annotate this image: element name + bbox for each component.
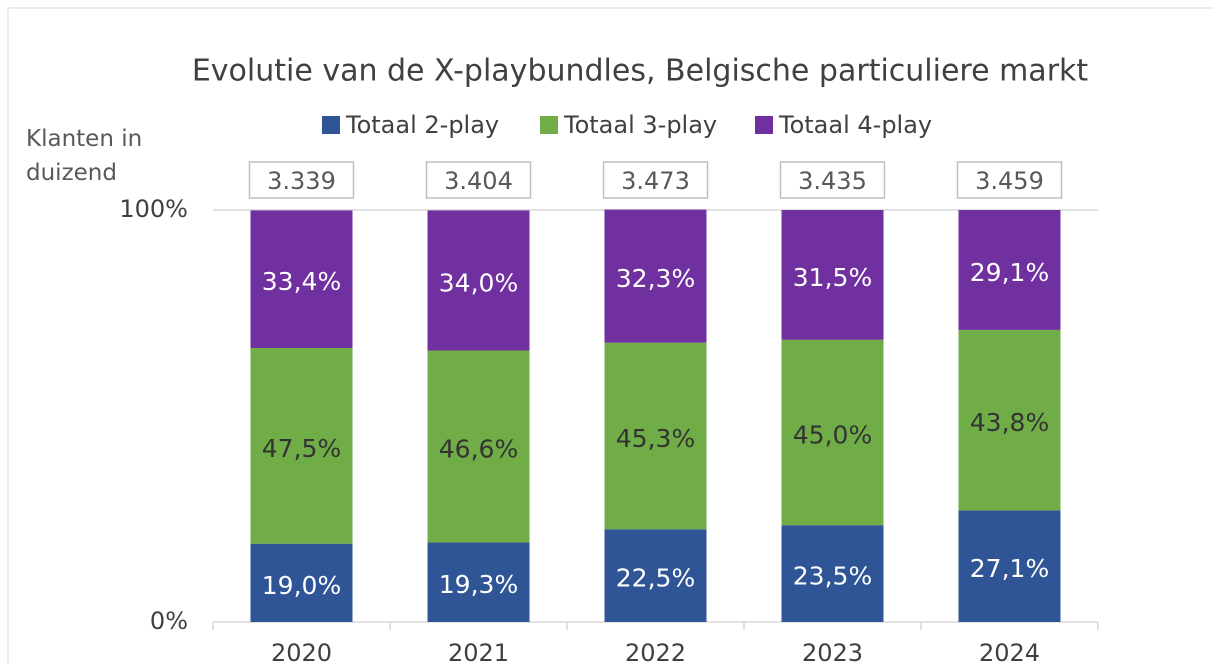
x-tick-label: 2023 [802,639,863,664]
bar-segment [958,210,1061,330]
data-label: 23,5% [793,562,872,591]
bar-segment [427,350,530,543]
bar-segment [781,210,884,340]
data-label: 43,8% [970,408,1049,437]
data-label: 19,0% [262,571,341,600]
total-label: 3.339 [267,167,336,195]
x-tick-label: 2024 [979,639,1040,664]
total-box [956,161,1063,199]
legend-swatch [755,116,773,134]
data-label: 31,5% [793,263,872,292]
data-label: 22,5% [616,564,695,593]
bar-segment [604,342,707,530]
chart-title: Evolutie van de X-playbundles, Belgische… [192,54,1089,89]
bar-segment [604,209,707,343]
y-tick-label: 100% [119,195,188,223]
total-label: 3.404 [444,167,513,195]
legend-label: Totaal 2-play [345,111,499,139]
data-label: 47,5% [262,434,341,463]
bar-segment [427,210,530,351]
data-label: 45,0% [793,420,872,449]
total-label: 3.435 [798,167,867,195]
data-label: 29,1% [970,258,1049,287]
data-label: 32,3% [616,264,695,293]
legend-label: Totaal 3-play [563,111,717,139]
total-box [248,161,355,199]
legend-swatch [322,116,340,134]
bar-segment [958,510,1061,622]
bar-segment [250,210,353,349]
data-label: 46,6% [439,434,518,463]
data-label: 33,4% [262,267,341,296]
bar-segment [781,525,884,622]
bar-segment [427,542,530,622]
data-label: 45,3% [616,424,695,453]
total-box [602,161,709,199]
bar-segment [781,339,884,526]
data-label: 19,3% [439,570,518,599]
chart-border [7,7,1213,664]
data-label: 27,1% [970,554,1049,583]
bar-segment [250,348,353,544]
bar-segment [250,543,353,622]
x-tick-label: 2021 [448,639,509,664]
data-label: 34,0% [439,268,518,297]
total-label: 3.473 [621,167,690,195]
x-tick-label: 2020 [271,639,332,664]
y-axis-label: Klanten in duizend [26,126,143,186]
bar-segment [958,329,1061,511]
legend-label: Totaal 4-play [778,111,932,139]
total-box [779,161,886,199]
total-label: 3.459 [975,167,1044,195]
total-box [425,161,532,199]
y-tick-label: 0% [150,607,188,635]
legend-swatch [540,116,558,134]
bar-segment [604,529,707,622]
x-tick-label: 2022 [625,639,686,664]
